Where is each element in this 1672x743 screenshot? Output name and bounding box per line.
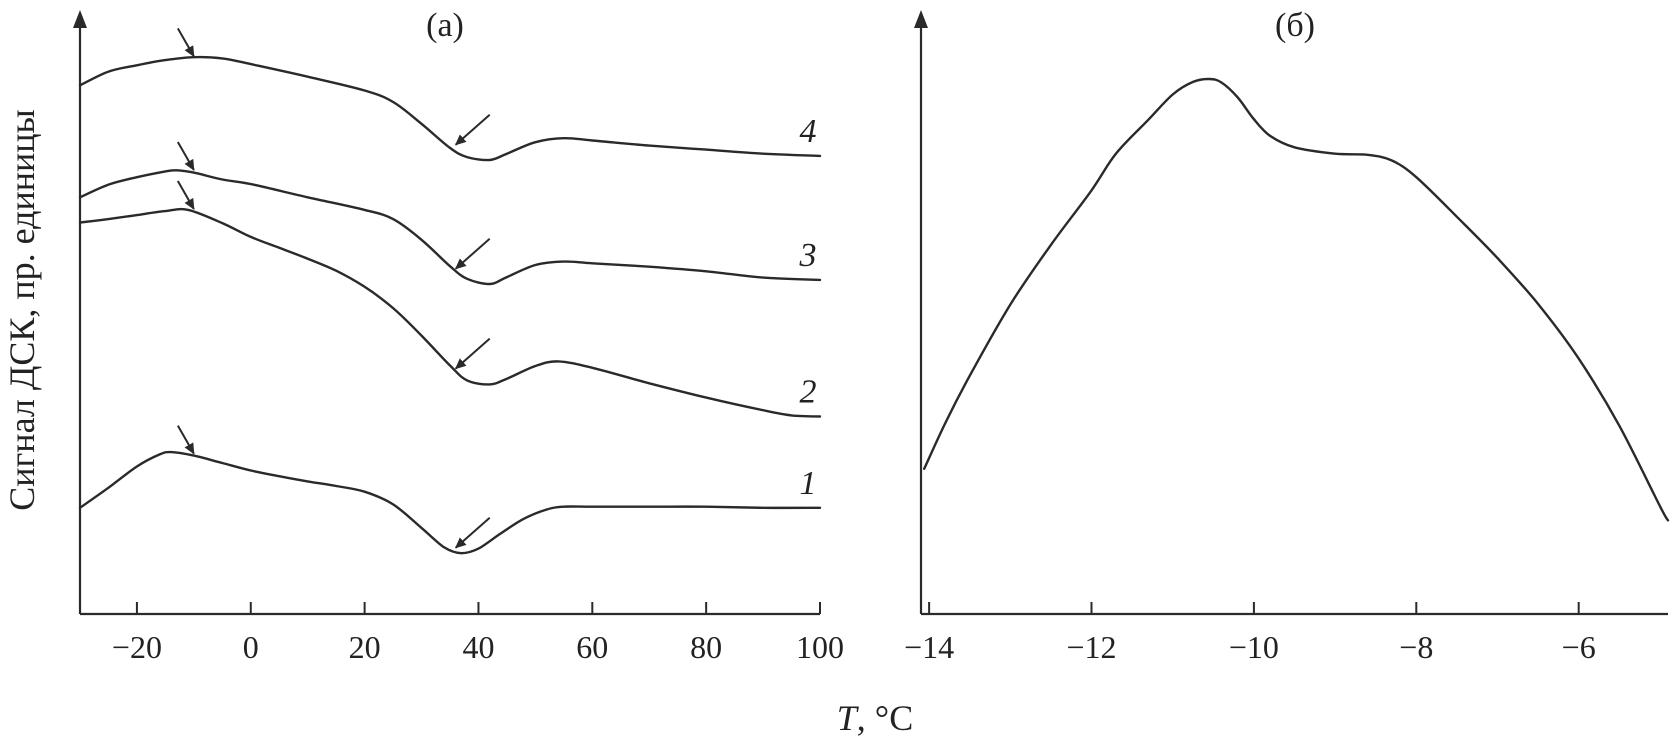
panel-a-x-tick-label: 40 <box>462 629 494 665</box>
panel-a-x-tick-label: 100 <box>796 629 844 665</box>
panel-b-curves <box>923 77 1670 522</box>
panel-a-y-axis-arrow <box>73 10 87 28</box>
panel-a-x-tick-label: −20 <box>112 629 162 665</box>
panel-b-x-tick-label: −12 <box>1066 629 1116 665</box>
panel-a-title: (а) <box>426 7 464 44</box>
x-axis-title: T, °C <box>837 698 913 738</box>
curve-label-1: 1 <box>800 465 817 502</box>
transition-arrow-curve-3 <box>454 237 491 270</box>
panel-b-title: (б) <box>1275 7 1315 44</box>
panel-a-x-ticks: −20 0 20 40 60 80 100 <box>112 602 844 665</box>
panel-a-x-tick-label: 80 <box>690 629 722 665</box>
panel-a-curve-1 <box>78 450 822 555</box>
panel-a-transition-arrows <box>176 27 491 549</box>
panel-a-x-tick-label: 60 <box>576 629 608 665</box>
panel-b-x-tick-label: −8 <box>1399 629 1433 665</box>
transition-arrow-curve-2 <box>454 337 491 370</box>
panel-a-x-tick-label: 20 <box>349 629 381 665</box>
curve-label-2: 2 <box>800 374 817 411</box>
x-axis-title-variable: T <box>837 698 860 738</box>
panel-a-curve-labels: 1 2 3 4 <box>799 113 817 502</box>
curve-label-3: 3 <box>799 237 817 274</box>
transition-arrow-curve-4 <box>454 114 491 146</box>
panel-b-y-axis-arrow <box>914 10 928 28</box>
x-axis-title-unit: , °C <box>857 698 913 738</box>
transition-arrow-curve-2 <box>176 180 195 210</box>
transition-arrow-curve-4 <box>176 27 195 58</box>
transition-arrow-curve-1 <box>176 425 195 455</box>
panel-b-x-tick-label: −10 <box>1229 629 1279 665</box>
panel-a-x-tick-label: 0 <box>243 629 259 665</box>
transition-arrow-curve-3 <box>176 141 195 171</box>
panel-b-x-tick-label: −6 <box>1562 629 1596 665</box>
panel-a-curve-4 <box>78 55 822 162</box>
panel-b-curve <box>923 77 1670 522</box>
panel-b: (б) −14 −12 −10 −8 −6 <box>904 7 1670 665</box>
curve-label-4: 4 <box>800 113 817 150</box>
panel-a: (а) −20 0 20 40 60 80 100 1 2 3 4 <box>73 7 844 665</box>
panel-b-x-tick-label: −14 <box>904 629 954 665</box>
panel-a-curve-3 <box>78 169 822 286</box>
transition-arrow-curve-1 <box>454 516 491 549</box>
panel-b-x-ticks: −14 −12 −10 −8 −6 <box>904 602 1596 665</box>
panel-a-curve-2 <box>78 207 822 418</box>
y-axis-title: Сигнал ДСК, пр. единицы <box>2 109 42 510</box>
panel-a-curves <box>78 55 822 555</box>
